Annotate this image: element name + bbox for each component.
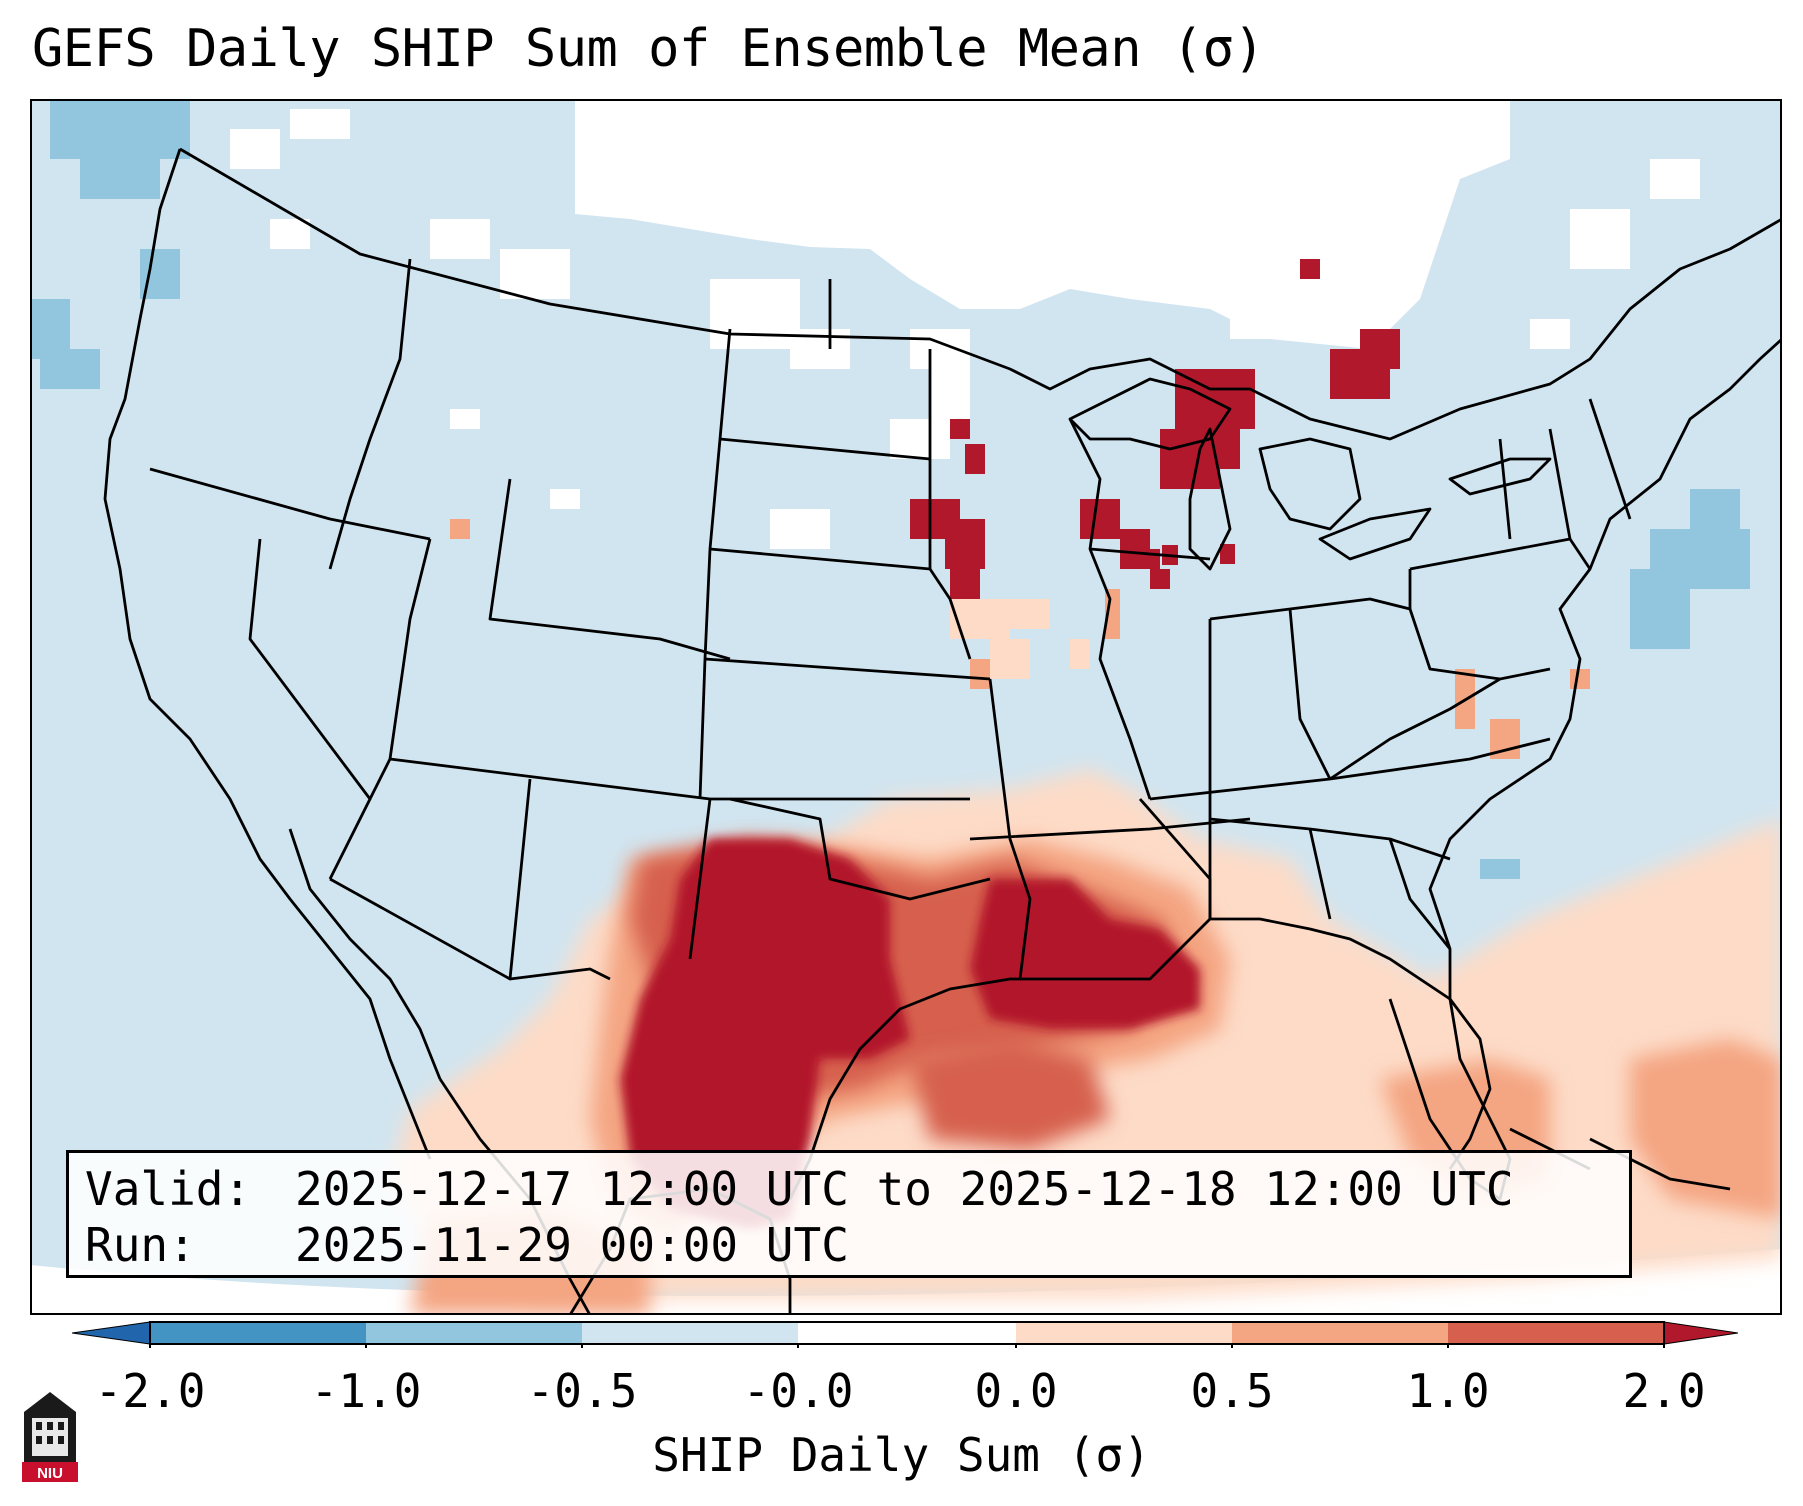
colorbar-tick: -0.5 <box>526 1364 638 1418</box>
colorbar-bin-2 <box>366 1322 582 1344</box>
colorbar-tick: 0.5 <box>1190 1364 1274 1418</box>
colorbar-tick: 2.0 <box>1622 1364 1706 1418</box>
colorbar-bin-5 <box>1016 1322 1232 1344</box>
colorbar-under-arrow <box>72 1321 151 1345</box>
map-title: GEFS Daily SHIP Sum of Ensemble Mean (σ) <box>32 19 1265 79</box>
colorbar-bin-1 <box>150 1322 366 1344</box>
ship-anomaly-map <box>30 99 1782 1315</box>
niu-logo: NIU <box>22 1392 78 1482</box>
colorbar-bin-3 <box>582 1322 798 1344</box>
valid-key: Valid: <box>85 1162 252 1216</box>
colorbar-tick: -1.0 <box>310 1364 422 1418</box>
run-value: 2025-11-29 00:00 UTC <box>295 1218 849 1272</box>
colorbar-over-arrow <box>1663 1321 1738 1345</box>
valid-value: 2025-12-17 12:00 UTC to 2025-12-18 12:00… <box>295 1162 1514 1216</box>
near-zero-fill <box>230 99 1700 549</box>
run-key: Run: <box>85 1218 196 1272</box>
validity-info-box: Valid: 2025-12-17 12:00 UTC to 2025-12-18… <box>66 1150 1632 1278</box>
colorbar-bin-6 <box>1232 1322 1448 1344</box>
colorbar-tick: 1.0 <box>1406 1364 1490 1418</box>
colorbar-tick: -0.0 <box>742 1364 854 1418</box>
colorbar-bin-7 <box>1448 1322 1664 1344</box>
run-line: Run: 2025-11-29 00:00 UTC <box>85 1217 1613 1273</box>
colorbar <box>72 1321 1738 1348</box>
boundaries <box>103 147 1782 1315</box>
logo-text: NIU <box>37 1465 63 1482</box>
colorbar-tick: -2.0 <box>94 1364 206 1418</box>
valid-line: Valid: 2025-12-17 12:00 UTC to 2025-12-18… <box>85 1161 1613 1217</box>
colorbar-bin-4 <box>798 1322 1016 1344</box>
colorbar-label: SHIP Daily Sum (σ) <box>652 1428 1151 1482</box>
negative-anomaly-fill <box>30 99 1750 879</box>
colorbar-tick: 0.0 <box>974 1364 1058 1418</box>
